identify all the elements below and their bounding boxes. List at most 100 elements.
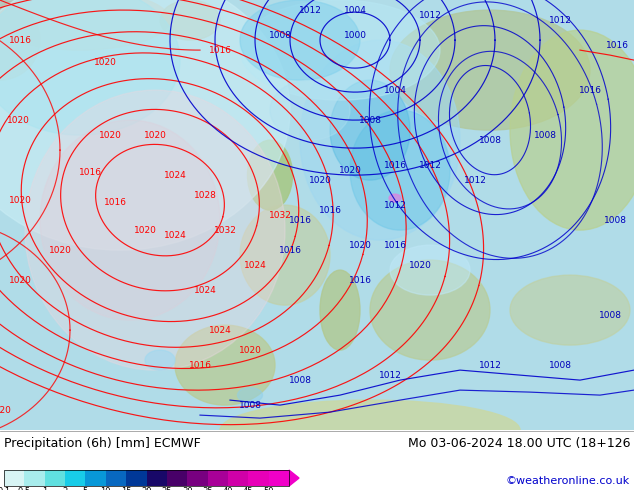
Bar [126, 470, 146, 486]
Ellipse shape [370, 260, 490, 360]
Text: 1020: 1020 [143, 131, 167, 140]
Text: 1020: 1020 [94, 58, 117, 67]
Text: 50: 50 [263, 487, 274, 490]
Text: 15: 15 [121, 487, 131, 490]
Text: Mo 03-06-2024 18.00 UTC (18+126: Mo 03-06-2024 18.00 UTC (18+126 [408, 437, 630, 450]
Text: 1004: 1004 [384, 86, 406, 95]
Text: 1020: 1020 [238, 345, 261, 355]
Text: 25: 25 [162, 487, 172, 490]
Text: Precipitation (6h) [mm] ECMWF: Precipitation (6h) [mm] ECMWF [4, 437, 201, 450]
Text: 1008: 1008 [479, 136, 501, 145]
Text: 1012: 1012 [378, 370, 401, 380]
Ellipse shape [510, 275, 630, 345]
Text: 1020: 1020 [134, 225, 157, 235]
Bar [207, 470, 228, 486]
Ellipse shape [220, 400, 520, 460]
Text: 1016: 1016 [103, 197, 127, 207]
Ellipse shape [240, 0, 360, 80]
Ellipse shape [40, 120, 220, 320]
Bar [45, 470, 65, 486]
Bar [249, 470, 269, 486]
Text: 35: 35 [202, 487, 213, 490]
Polygon shape [289, 470, 299, 486]
Bar [4, 470, 289, 486]
Ellipse shape [390, 10, 590, 130]
Ellipse shape [320, 270, 360, 350]
Ellipse shape [0, 0, 40, 80]
Text: 1020: 1020 [6, 116, 29, 124]
Text: 1016: 1016 [288, 216, 311, 224]
Text: 1028: 1028 [193, 191, 216, 199]
Text: 1020: 1020 [98, 131, 122, 140]
Bar [4, 470, 24, 486]
Bar [228, 470, 249, 486]
Text: 1008: 1008 [288, 376, 311, 385]
Text: 1020: 1020 [309, 175, 332, 185]
Text: 45: 45 [243, 487, 254, 490]
Text: 1024: 1024 [193, 286, 216, 294]
Ellipse shape [270, 80, 350, 140]
Text: 1016: 1016 [318, 206, 342, 215]
Text: 1024: 1024 [243, 261, 266, 270]
Bar [187, 470, 207, 486]
Text: 1016: 1016 [209, 46, 231, 54]
Text: 1024: 1024 [164, 231, 186, 240]
Text: 10: 10 [101, 487, 111, 490]
Text: 1008: 1008 [238, 401, 261, 410]
Text: 1016: 1016 [188, 361, 212, 369]
Bar [146, 470, 167, 486]
Text: 1008: 1008 [533, 131, 557, 140]
Text: 30: 30 [182, 487, 193, 490]
Text: 1016: 1016 [349, 275, 372, 285]
Ellipse shape [300, 40, 460, 240]
Ellipse shape [390, 245, 470, 295]
Ellipse shape [0, 0, 180, 135]
Text: 1: 1 [42, 487, 48, 490]
Text: 1008: 1008 [358, 116, 382, 124]
Text: 1032: 1032 [269, 211, 292, 220]
Bar [167, 470, 187, 486]
Ellipse shape [175, 325, 275, 405]
Text: 0.5: 0.5 [18, 487, 31, 490]
Text: 1008: 1008 [548, 361, 571, 369]
Text: 1016: 1016 [278, 245, 302, 255]
Text: 1020: 1020 [408, 261, 432, 270]
Text: 0.1: 0.1 [0, 487, 11, 490]
Text: 1008: 1008 [598, 311, 621, 319]
Text: 1020: 1020 [49, 245, 72, 255]
Ellipse shape [240, 205, 330, 305]
Ellipse shape [0, 0, 170, 50]
Ellipse shape [145, 350, 175, 370]
Text: 1020: 1020 [339, 166, 361, 174]
Text: 1016: 1016 [8, 36, 32, 45]
Ellipse shape [238, 388, 262, 403]
Text: 1020: 1020 [349, 241, 372, 249]
Text: 1020: 1020 [9, 196, 32, 205]
Text: 1012: 1012 [479, 361, 501, 369]
Text: 1012: 1012 [418, 161, 441, 170]
Ellipse shape [350, 110, 450, 230]
Text: ©weatheronline.co.uk: ©weatheronline.co.uk [506, 476, 630, 486]
Ellipse shape [160, 0, 220, 40]
Ellipse shape [25, 90, 285, 370]
Text: 1004: 1004 [344, 5, 366, 15]
Bar [269, 470, 289, 486]
Text: 40: 40 [223, 487, 233, 490]
Ellipse shape [240, 0, 440, 100]
Text: 1012: 1012 [463, 175, 486, 185]
Text: 1012: 1012 [418, 11, 441, 20]
Bar [86, 470, 106, 486]
Bar [24, 470, 45, 486]
Text: 1016: 1016 [79, 168, 101, 176]
Text: 1024: 1024 [209, 326, 231, 335]
Text: 1012: 1012 [548, 16, 571, 24]
Text: 1016: 1016 [384, 241, 406, 249]
Text: 1008: 1008 [604, 216, 626, 224]
Bar [106, 470, 126, 486]
Text: 1016: 1016 [384, 161, 406, 170]
Text: 1016: 1016 [605, 41, 628, 49]
Ellipse shape [389, 194, 401, 202]
Ellipse shape [330, 80, 410, 180]
Text: 1020: 1020 [9, 275, 32, 285]
Text: 20: 20 [141, 487, 152, 490]
